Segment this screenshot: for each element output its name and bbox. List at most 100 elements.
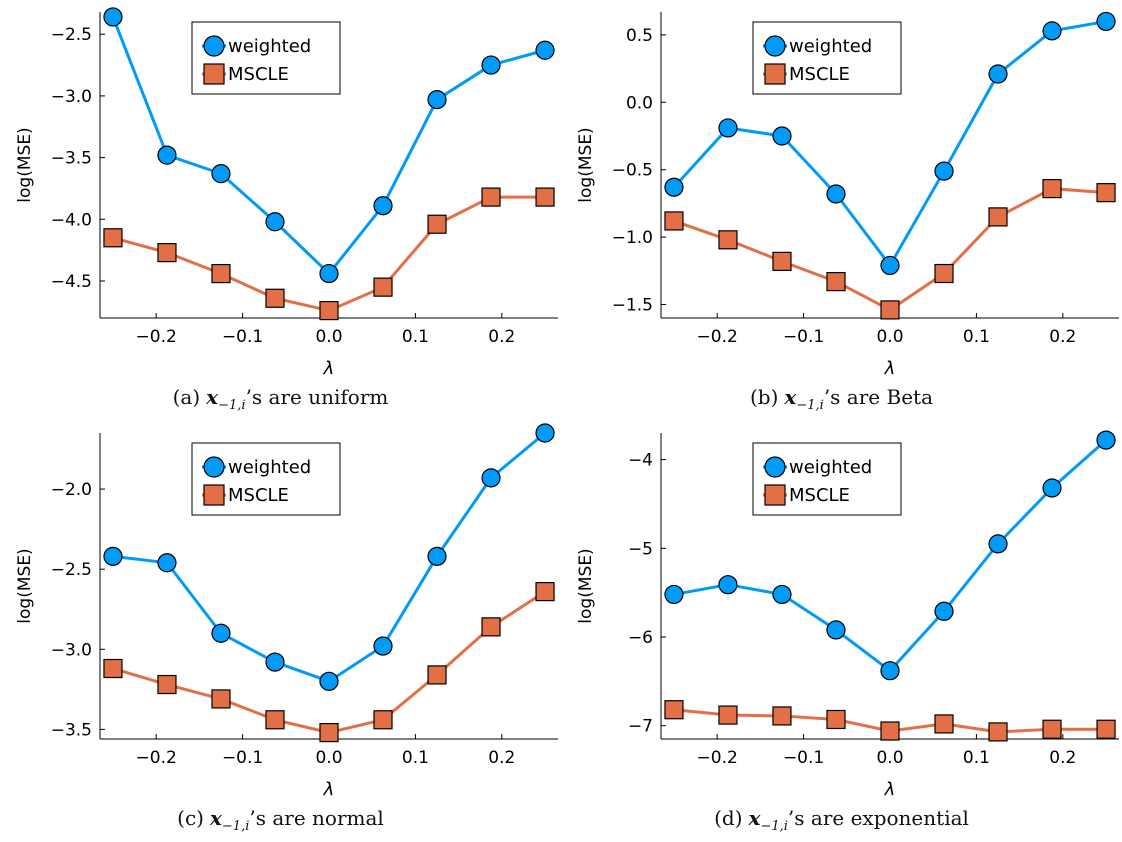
series-line-mscle bbox=[112, 590, 546, 735]
caption-exponential: (d) x−1,i’s are exponential bbox=[561, 806, 1122, 834]
x-tick-label: 0.2 bbox=[1049, 748, 1076, 768]
y-axis-label: log(MSE) bbox=[576, 548, 596, 623]
legend: weighted MSCLE bbox=[191, 442, 341, 516]
legend-label: weighted bbox=[228, 36, 311, 57]
caption-label: (b) bbox=[750, 385, 779, 409]
x-tick-label: 0.0 bbox=[876, 748, 903, 768]
y-tick-label: −2.5 bbox=[51, 25, 92, 45]
x-tick-label: −0.1 bbox=[222, 327, 263, 347]
data-point-mscle bbox=[535, 187, 555, 207]
data-point-weighted bbox=[481, 468, 501, 488]
data-point-weighted bbox=[664, 177, 684, 197]
x-axis-label: λ bbox=[323, 779, 335, 800]
caption-label: (c) bbox=[177, 806, 204, 830]
caption-suffix: ’s are bbox=[245, 385, 302, 409]
series-line-mscle bbox=[112, 195, 546, 313]
data-point-weighted bbox=[718, 118, 738, 138]
data-point-weighted bbox=[535, 40, 555, 60]
data-point-mscle bbox=[427, 665, 447, 685]
data-point-weighted bbox=[934, 161, 954, 181]
data-point-mscle bbox=[826, 709, 846, 730]
data-point-weighted bbox=[988, 64, 1008, 84]
x-axis-label: λ bbox=[884, 358, 896, 379]
y-tick-label: −3.0 bbox=[51, 640, 92, 660]
legend-label: MSCLE bbox=[789, 64, 850, 85]
data-point-mscle bbox=[373, 277, 393, 297]
x-tick-label: 0.2 bbox=[1049, 327, 1076, 347]
caption-word: exponential bbox=[850, 806, 969, 830]
legend: weighted MSCLE bbox=[191, 21, 341, 95]
caption-uniform: (a) x−1,i’s are uniform bbox=[0, 385, 561, 413]
x-tick-label: 0.1 bbox=[402, 327, 429, 347]
caption-label: (d) bbox=[714, 806, 743, 830]
data-point-weighted bbox=[664, 584, 684, 605]
y-tick-label: −1.5 bbox=[612, 296, 653, 316]
legend-marker-circle bbox=[764, 35, 786, 57]
panel-beta: −0.2 −0.1 0.0 0.1 0.2 0.5 0.0 −0.5 −1.0 −1.5 λ log(… bbox=[561, 0, 1122, 421]
y-tick-label: −4.0 bbox=[51, 210, 92, 230]
y-tick-label: −4.5 bbox=[51, 272, 92, 292]
data-point-mscle bbox=[157, 243, 177, 263]
legend-marker-circle bbox=[203, 456, 225, 478]
data-point-mscle bbox=[988, 722, 1008, 742]
data-point-mscle bbox=[481, 617, 501, 637]
chart-svg: −0.2 −0.1 0.0 0.1 0.2 −2.5 −3.0 −3.5 −4.0 −4.5 λ lo… bbox=[15, 7, 558, 379]
y-tick-label: −2.5 bbox=[51, 560, 92, 580]
y-tick-label: −7 bbox=[628, 717, 653, 737]
caption-subscript: −1,i bbox=[760, 819, 788, 834]
y-tick-label: −3.5 bbox=[51, 149, 92, 169]
y-tick-label: −5 bbox=[628, 539, 653, 559]
chart-svg: −0.2 −0.1 0.0 0.1 0.2 −4 −5 −6 −7 λ log(MSE) weight… bbox=[576, 430, 1119, 800]
caption-normal: (c) x−1,i’s are normal bbox=[0, 806, 561, 834]
x-tick-label: 0.1 bbox=[963, 748, 990, 768]
data-point-weighted bbox=[880, 661, 900, 681]
data-point-weighted bbox=[481, 55, 501, 75]
data-point-weighted bbox=[427, 90, 447, 110]
x-axis-label: λ bbox=[884, 779, 896, 800]
data-point-mscle bbox=[1042, 178, 1062, 199]
series-line-mscle bbox=[673, 187, 1107, 312]
chart-svg: −0.2 −0.1 0.0 0.1 0.2 −2.0 −2.5 −3.0 −3.5 λ log(MS… bbox=[15, 423, 558, 800]
data-point-mscle bbox=[103, 228, 123, 248]
caption-subscript: −1,i bbox=[221, 819, 250, 834]
y-axis-label: log(MSE) bbox=[15, 127, 35, 202]
data-point-weighted bbox=[772, 126, 792, 146]
panel-uniform: −0.2 −0.1 0.0 0.1 0.2 −2.5 −3.0 −3.5 −4.0 −4.5 λ lo… bbox=[0, 0, 561, 421]
y-axis-label: log(MSE) bbox=[576, 127, 596, 202]
legend-label: MSCLE bbox=[228, 64, 289, 85]
data-point-mscle bbox=[826, 272, 846, 292]
x-tick-label: 0.2 bbox=[488, 327, 515, 347]
data-point-mscle bbox=[718, 705, 738, 725]
data-point-mscle bbox=[772, 706, 792, 726]
data-point-weighted bbox=[211, 623, 231, 643]
caption-suffix: ’s are bbox=[249, 806, 306, 830]
data-point-mscle bbox=[481, 187, 501, 207]
data-point-mscle bbox=[265, 288, 285, 308]
data-point-weighted bbox=[1096, 11, 1116, 32]
data-point-weighted bbox=[826, 184, 846, 204]
panel-exponential: −0.2 −0.1 0.0 0.1 0.2 −4 −5 −6 −7 λ log(MSE) weight… bbox=[561, 421, 1122, 842]
legend-label: MSCLE bbox=[789, 485, 850, 506]
x-tick-label: 0.0 bbox=[876, 327, 903, 347]
data-point-mscle bbox=[319, 722, 339, 743]
data-point-mscle bbox=[211, 689, 231, 709]
data-point-mscle bbox=[880, 300, 900, 320]
legend-label: MSCLE bbox=[228, 485, 289, 506]
x-tick-label: 0.0 bbox=[315, 748, 342, 768]
panel-normal: −0.2 −0.1 0.0 0.1 0.2 −2.0 −2.5 −3.0 −3.5 λ log(MS… bbox=[0, 421, 561, 842]
legend: weighted MSCLE bbox=[752, 21, 902, 95]
data-point-weighted bbox=[1042, 478, 1062, 498]
legend-label: weighted bbox=[789, 457, 872, 478]
y-tick-label: −2.0 bbox=[51, 480, 92, 500]
data-point-mscle bbox=[880, 721, 900, 741]
x-axis-label: λ bbox=[323, 358, 335, 379]
data-point-weighted bbox=[772, 584, 792, 605]
caption-subscript: −1,i bbox=[218, 398, 246, 413]
data-point-weighted bbox=[1042, 21, 1062, 41]
caption-variable: x bbox=[784, 385, 797, 409]
y-tick-label: −0.5 bbox=[612, 161, 653, 181]
x-tick-label: 0.0 bbox=[315, 327, 342, 347]
legend-marker-square bbox=[203, 63, 225, 85]
y-tick-label: −6 bbox=[628, 628, 653, 648]
x-tick-label: −0.1 bbox=[222, 748, 263, 768]
